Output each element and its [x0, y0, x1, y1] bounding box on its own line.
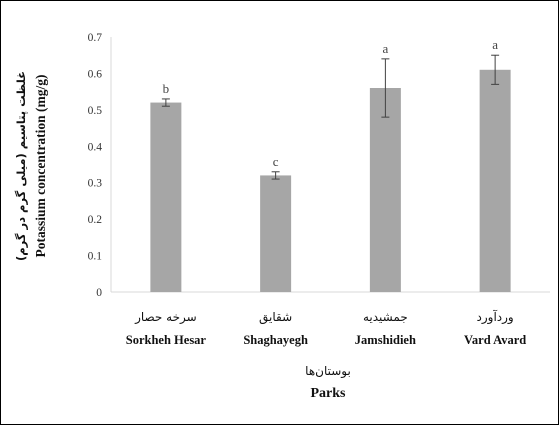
x-tick-label: Sorkheh Hesar [126, 333, 207, 347]
significance-letter: c [273, 154, 279, 169]
x-tick-label-persian: شقایق [259, 310, 292, 325]
significance-letter: a [492, 37, 498, 52]
error-bar [161, 98, 170, 107]
x-tick-label-persian: سرخه حصار [134, 310, 197, 325]
error-bar [491, 54, 500, 85]
significance-letter: b [163, 81, 170, 96]
y-tick-label: 0.6 [88, 68, 103, 80]
x-axis-label-persian: بوستان‌ها [305, 364, 351, 379]
bar [260, 175, 292, 292]
x-axis-label: Parks [311, 386, 347, 401]
x-tick-label: Shaghayegh [243, 333, 308, 347]
error-bar [271, 171, 280, 180]
bar [369, 88, 401, 292]
bar [150, 102, 182, 292]
y-tick-labels: 0 0.1 0.2 0.3 0.4 0.5 0.6 0.7 [88, 32, 103, 299]
x-tick-label-persian: جمشیدیه [363, 310, 408, 324]
x-tick-label-persian: وردآورد [477, 309, 514, 325]
error-bars [161, 54, 500, 180]
x-tick-labels: سرخه حصار Sorkheh Hesar شقایق Shaghayegh جمش… [126, 309, 526, 347]
y-axis-label: Potassium concentration (mg/g) [33, 75, 48, 258]
error-bar [381, 58, 390, 118]
y-tick-label: 0.1 [88, 251, 103, 263]
y-tick-label: 0.3 [88, 178, 103, 190]
y-tick-label: 0.2 [88, 214, 103, 226]
y-tick-label: 0.7 [88, 32, 103, 44]
significance-letter: a [382, 41, 388, 56]
significance-letters: b c a a [163, 37, 499, 169]
bar [479, 69, 511, 293]
y-tick-label: 0.5 [88, 105, 103, 117]
x-tick-label: Vard Avard [464, 333, 526, 347]
y-tick-label: 0 [96, 287, 102, 299]
x-tick-label: Jamshidieh [355, 333, 416, 347]
y-axis-label-persian: غلظت پتاسیم (میلی گرم در گرم) [14, 71, 28, 261]
axis-layer [110, 37, 550, 293]
bars [150, 69, 511, 293]
y-tick-label: 0.4 [88, 141, 103, 153]
